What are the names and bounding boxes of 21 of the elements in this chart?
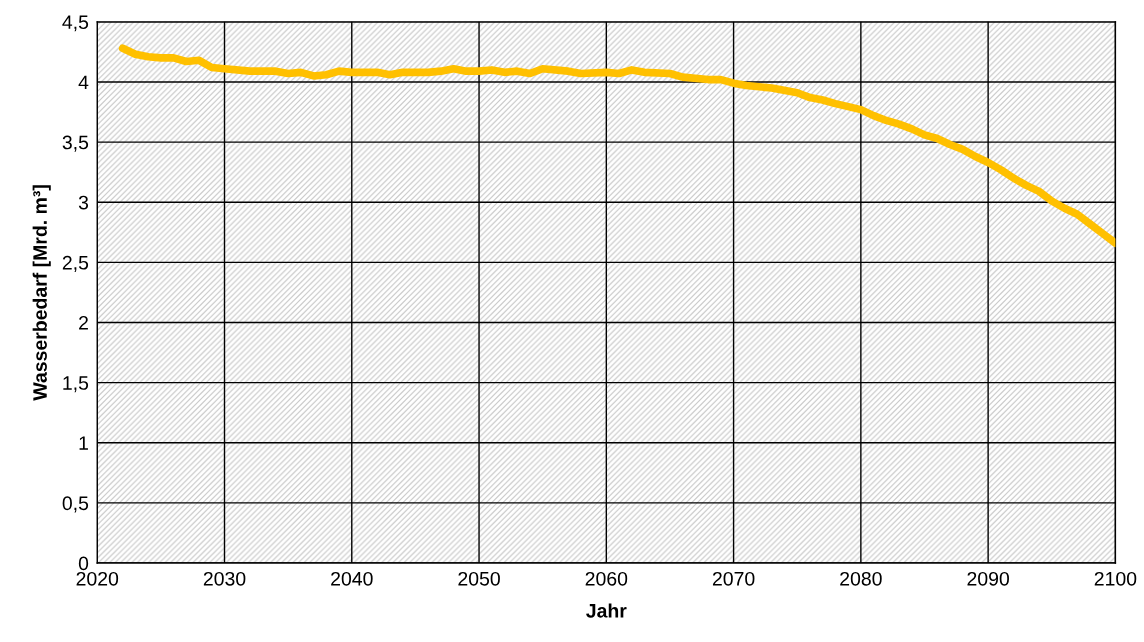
x-tick-label: 2040 (331, 571, 373, 586)
y-axis-title: Wasserbedarf [Mrd. m³] (32, 185, 51, 401)
x-axis-title: Jahr (586, 603, 627, 618)
x-tick-label: 2080 (840, 571, 882, 586)
y-tick-label: 1,5 (63, 376, 89, 393)
x-tick-label: 2090 (967, 571, 1009, 586)
y-tick-label: 2,5 (62, 255, 89, 272)
x-tick-label: 2100 (1094, 571, 1137, 586)
y-tick-label: 3 (78, 195, 89, 210)
y-tick-label: 0 (78, 556, 89, 571)
x-tick-label: 2030 (203, 571, 246, 586)
x-tick-label: 2060 (585, 571, 628, 586)
x-tick-label: 2070 (712, 571, 755, 586)
x-tick-label: 2020 (76, 571, 119, 586)
y-tick-label: 1 (79, 436, 88, 450)
y-tick-label: 2 (79, 315, 88, 330)
x-tick-label: 2050 (458, 571, 500, 586)
y-tick-label: 3,5 (62, 135, 89, 152)
y-tick-label: 4,5 (62, 15, 89, 32)
y-tick-label: 0,5 (62, 496, 89, 513)
y-tick-label: 4 (78, 75, 89, 90)
